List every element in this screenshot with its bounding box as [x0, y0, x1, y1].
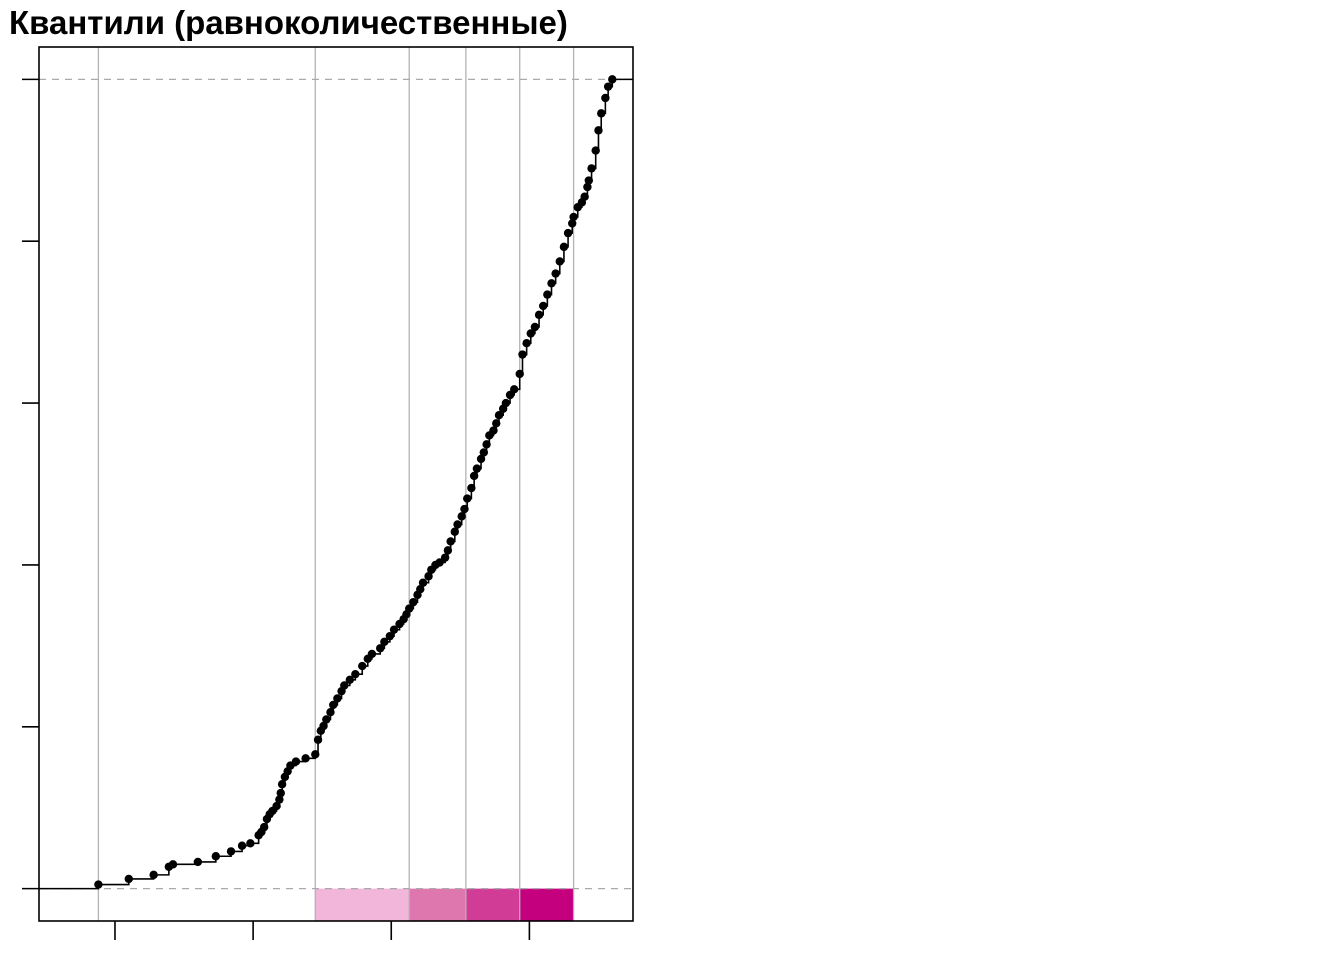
data-point-63	[460, 504, 469, 514]
data-point-27	[313, 735, 323, 744]
data-point-7	[211, 852, 221, 861]
data-point-48	[405, 604, 414, 613]
data-point-56	[435, 558, 444, 567]
data-point-85	[539, 301, 548, 311]
ecdf-step-line	[39, 78, 633, 890]
data-point-78	[510, 385, 519, 394]
data-point-24	[291, 757, 301, 766]
data-point-62	[457, 512, 466, 521]
data-point-42	[380, 637, 389, 647]
data-point-10	[246, 839, 255, 848]
data-point-40	[367, 649, 377, 659]
data-point-96	[580, 192, 589, 201]
data-point-66	[469, 471, 479, 481]
class-band-2	[315, 888, 410, 921]
data-point-38	[358, 661, 367, 671]
data-point-103	[601, 93, 610, 103]
class-band-5	[519, 888, 574, 921]
data-point-37	[351, 669, 360, 679]
class-band-1	[98, 888, 316, 921]
data-point-31	[326, 708, 335, 717]
data-point-35	[340, 681, 349, 690]
data-point-26	[311, 750, 320, 759]
data-point-89	[555, 257, 564, 266]
data-point-5	[168, 860, 178, 869]
data-point-98	[584, 176, 593, 185]
data-point-25	[301, 754, 310, 763]
data-point-74	[494, 411, 504, 420]
data-point-41	[376, 644, 385, 653]
data-point-105	[608, 75, 617, 84]
data-point-32	[329, 700, 338, 710]
data-point-29	[319, 721, 328, 731]
data-point-49	[409, 597, 418, 607]
data-point-87	[547, 279, 556, 288]
data-point-8	[226, 847, 236, 856]
data-point-1	[94, 880, 103, 889]
data-point-60	[450, 527, 459, 536]
data-point-57	[440, 553, 450, 562]
chart-title: Квантили (равноколичественные)	[9, 4, 568, 41]
data-point-43	[385, 631, 395, 641]
data-point-69	[479, 448, 489, 457]
data-point-17	[272, 801, 281, 811]
data-point-100	[591, 146, 600, 155]
data-point-65	[467, 483, 476, 493]
data-point-2	[124, 874, 133, 884]
data-point-91	[563, 228, 573, 238]
plot-frame	[38, 46, 634, 922]
data-point-9	[237, 841, 247, 850]
data-point-20	[277, 780, 287, 789]
data-point-81	[522, 338, 531, 348]
data-point-104	[603, 82, 613, 91]
data-point-83	[530, 322, 540, 332]
data-point-73	[492, 419, 501, 428]
data-point-30	[322, 715, 331, 724]
data-point-99	[587, 164, 596, 173]
data-point-67	[472, 464, 482, 473]
data-point-93	[569, 212, 578, 222]
data-point-90	[559, 242, 569, 252]
data-point-76	[501, 398, 511, 408]
data-point-3	[149, 870, 158, 880]
data-point-19	[276, 788, 285, 798]
data-point-79	[515, 369, 524, 379]
data-point-33	[333, 694, 342, 703]
class-band-4	[465, 888, 520, 921]
data-point-18	[275, 795, 284, 804]
class-band-3	[409, 888, 466, 921]
data-point-72	[489, 426, 498, 435]
data-point-70	[482, 440, 491, 449]
data-point-64	[463, 494, 472, 503]
data-point-36	[345, 675, 355, 685]
data-point-53	[424, 572, 433, 581]
data-point-59	[446, 537, 455, 546]
data-point-44	[389, 625, 399, 634]
data-point-13	[259, 822, 269, 832]
data-point-101	[594, 126, 603, 135]
data-point-92	[568, 219, 577, 228]
data-point-52	[418, 578, 428, 587]
data-point-6	[193, 857, 203, 867]
data-point-84	[534, 310, 544, 320]
data-point-58	[443, 546, 453, 555]
data-point-68	[476, 454, 486, 464]
data-point-102	[597, 109, 606, 118]
data-point-88	[551, 269, 560, 278]
data-point-86	[543, 290, 552, 299]
data-point-82	[526, 329, 535, 338]
data-point-80	[518, 350, 527, 359]
data-point-97	[583, 182, 592, 192]
data-point-61	[453, 520, 462, 529]
data-point-51	[416, 585, 425, 594]
